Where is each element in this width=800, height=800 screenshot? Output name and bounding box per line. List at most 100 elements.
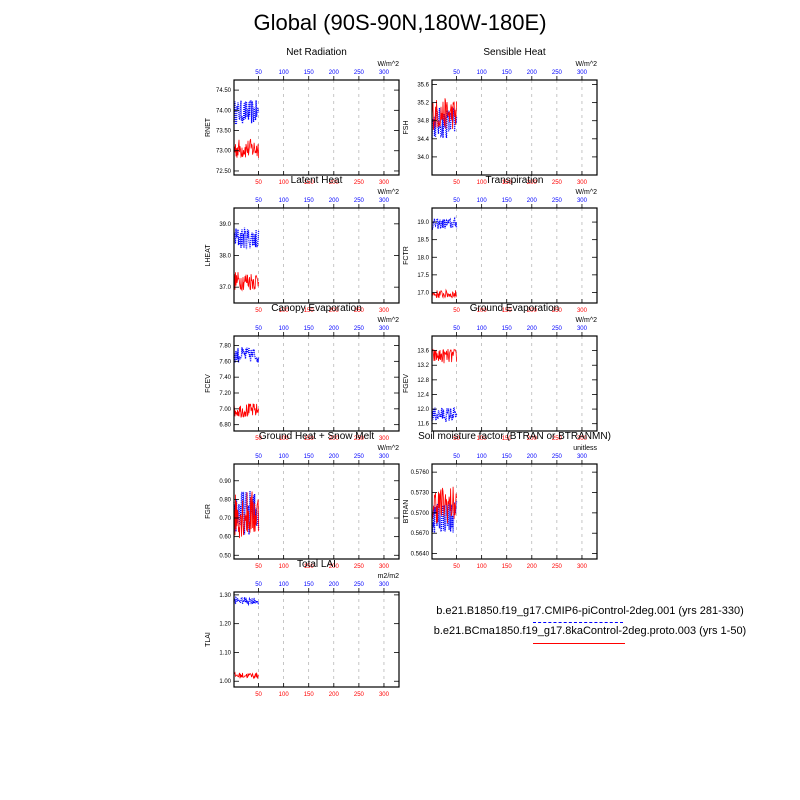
y-tick-label: 72.50	[216, 169, 232, 175]
top-tick-label: 200	[329, 454, 340, 460]
y-axis-label: BTRAN	[403, 500, 410, 524]
top-tick-label: 250	[552, 198, 563, 204]
y-tick-label: 1.30	[219, 593, 231, 599]
bottom-tick-label: 100	[279, 436, 290, 442]
plot-frame	[431, 207, 598, 304]
series-line-series_b	[431, 288, 457, 299]
series-line-series_b	[233, 671, 259, 680]
chart-panel-5: Ground Evaporation W/m^2 50 100 150 200 250 300…	[403, 303, 598, 442]
y-axis-label: TLAI	[205, 632, 212, 647]
bottom-tick-label: 150	[502, 564, 513, 570]
panel-title: Transpiration	[486, 175, 544, 186]
y-tick-label: 0.50	[219, 553, 231, 559]
bottom-tick-label: 100	[477, 180, 488, 186]
panel-title: Total LAI	[297, 559, 336, 570]
bottom-tick-label: 150	[502, 308, 513, 314]
top-tick-label: 50	[453, 70, 460, 76]
bottom-tick-label: 200	[329, 436, 340, 442]
plot-frame	[431, 463, 598, 560]
plot-frame	[233, 591, 400, 688]
panel-units: W/m^2	[377, 317, 399, 324]
bottom-tick-label: 100	[279, 180, 290, 186]
series-line-series_a	[431, 216, 458, 231]
panel-units: W/m^2	[377, 189, 399, 196]
series-line-series_b	[431, 348, 457, 364]
y-tick-label: 0.90	[219, 479, 231, 485]
y-tick-label: 12.4	[417, 392, 429, 398]
y-axis-label: FSH	[403, 121, 410, 135]
bottom-tick-label: 150	[304, 436, 315, 442]
bottom-tick-label: 200	[527, 564, 538, 570]
top-tick-label: 250	[552, 70, 563, 76]
y-tick-label: 34.8	[417, 119, 429, 125]
top-tick-label: 150	[304, 326, 315, 332]
bottom-tick-label: 200	[527, 436, 538, 442]
top-tick-label: 50	[255, 582, 262, 588]
series-line-series_a	[233, 490, 260, 535]
bottom-tick-label: 100	[279, 308, 290, 314]
legend-swatch-a	[533, 622, 623, 623]
y-tick-label: 38.0	[219, 254, 231, 260]
bottom-tick-label: 200	[329, 692, 340, 698]
top-tick-label: 150	[502, 454, 513, 460]
panel-title: Ground Evaporation	[470, 303, 560, 314]
y-axis-label: FCEV	[205, 374, 212, 393]
y-tick-label: 7.00	[219, 407, 231, 413]
top-tick-label: 100	[279, 326, 290, 332]
top-tick-label: 50	[453, 326, 460, 332]
panel-units: W/m^2	[377, 61, 399, 68]
panel-title: Latent Heat	[291, 175, 343, 186]
bottom-tick-label: 250	[354, 308, 365, 314]
top-tick-label: 100	[477, 198, 488, 204]
bottom-tick-label: 150	[304, 180, 315, 186]
panel-units: m2/m2	[378, 573, 400, 580]
bottom-tick-label: 50	[255, 692, 262, 698]
bottom-tick-label: 100	[279, 692, 290, 698]
y-tick-label: 13.2	[417, 363, 429, 369]
bottom-tick-label: 250	[552, 564, 563, 570]
y-tick-label: 18.0	[417, 255, 429, 261]
bottom-tick-label: 250	[552, 180, 563, 186]
panel-units: W/m^2	[575, 317, 597, 324]
y-tick-label: 0.60	[219, 535, 231, 541]
top-tick-label: 300	[379, 198, 390, 204]
top-tick-label: 300	[577, 70, 588, 76]
y-tick-label: 12.8	[417, 378, 429, 384]
y-tick-label: 0.5670	[411, 531, 430, 537]
top-tick-label: 50	[255, 326, 262, 332]
y-tick-label: 34.4	[417, 137, 429, 143]
y-axis-label: LHEAT	[205, 244, 212, 267]
panel-title: Canopy Evaporation	[271, 303, 362, 314]
bottom-tick-label: 300	[577, 308, 588, 314]
bottom-tick-label: 50	[255, 436, 262, 442]
y-tick-label: 73.50	[216, 129, 232, 135]
top-tick-label: 100	[477, 454, 488, 460]
top-tick-label: 300	[577, 198, 588, 204]
bottom-tick-label: 250	[354, 564, 365, 570]
chart-panel-0: Net Radiation W/m^2 50 100 150 200 250 300 50 100…	[205, 47, 400, 186]
series-line-series_a	[431, 407, 458, 422]
y-tick-label: 0.5700	[411, 511, 430, 517]
top-tick-label: 250	[354, 198, 365, 204]
top-tick-label: 300	[577, 326, 588, 332]
series-line-series_b	[233, 491, 259, 539]
plot-frame	[233, 463, 400, 560]
panel-units: W/m^2	[377, 445, 399, 452]
top-tick-label: 150	[304, 582, 315, 588]
top-tick-label: 150	[502, 326, 513, 332]
y-tick-label: 1.10	[219, 650, 231, 656]
panel-units: W/m^2	[575, 61, 597, 68]
y-axis-label: FGR	[205, 504, 212, 519]
y-tick-label: 0.5760	[411, 470, 430, 476]
bottom-tick-label: 50	[453, 308, 460, 314]
chart-panel-8: Total LAI m2/m2 50 100 150 200 250 300 50 100 150 2…	[205, 559, 400, 698]
chart-panel-1: Sensible Heat W/m^2 50 100 150 200 250 300 50 100…	[403, 47, 598, 186]
panel-title: Ground Heat + Snow Melt	[259, 431, 375, 442]
top-tick-label: 50	[255, 454, 262, 460]
bottom-tick-label: 300	[379, 308, 390, 314]
chart-panel-4: Canopy Evaporation W/m^2 50 100 150 200 250 300…	[205, 303, 400, 442]
legend: b.e21.B1850.f19_g17.CMIP6-piControl-2deg…	[405, 605, 775, 645]
bottom-tick-label: 250	[354, 180, 365, 186]
top-tick-label: 300	[379, 582, 390, 588]
y-tick-label: 17.0	[417, 290, 429, 296]
